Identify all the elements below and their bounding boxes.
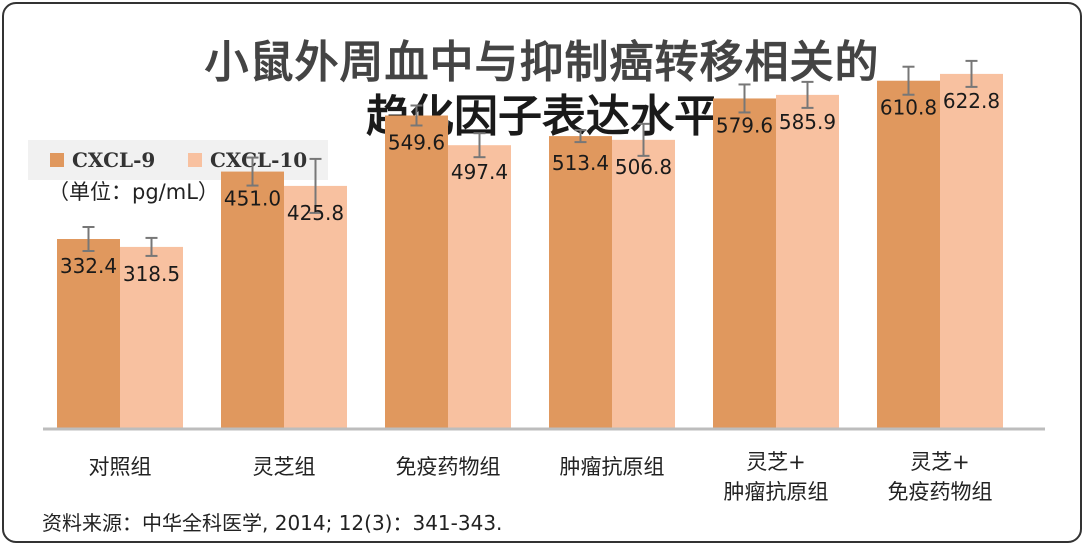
category-label-5-0: 灵芝+ bbox=[910, 450, 970, 474]
bar-1-2 bbox=[448, 145, 511, 428]
bar-1-1 bbox=[284, 185, 347, 428]
chart-title-line1: 小鼠外周血中与抑制癌转移相关的 bbox=[204, 37, 880, 88]
bar-0-5 bbox=[877, 80, 940, 429]
data-label-1-1: 425.8 bbox=[287, 201, 344, 225]
category-label-1-0: 灵芝组 bbox=[253, 455, 316, 479]
data-label-1-5: 622.8 bbox=[943, 89, 1000, 113]
category-label-2-0: 免疫药物组 bbox=[396, 455, 501, 479]
unit-label: （单位：pg/mL） bbox=[48, 180, 219, 204]
data-label-0-0: 332.4 bbox=[60, 254, 117, 278]
category-label-0-0: 对照组 bbox=[89, 455, 152, 479]
data-label-1-4: 585.9 bbox=[779, 110, 836, 134]
bar-0-3 bbox=[549, 136, 612, 428]
legend-item-cxcl9: CXCL-9 bbox=[50, 148, 155, 172]
category-label-4-1: 肿瘤抗原组 bbox=[724, 480, 829, 504]
data-label-0-4: 579.6 bbox=[716, 113, 773, 137]
bar-0-0 bbox=[57, 239, 120, 428]
bar-1-3 bbox=[612, 139, 675, 428]
bar-1-4 bbox=[776, 94, 839, 429]
legend-swatch-cxcl10 bbox=[188, 153, 202, 167]
bar-0-1 bbox=[221, 171, 284, 428]
category-label-3-0: 肿瘤抗原组 bbox=[560, 455, 665, 479]
category-label-4-0: 灵芝+ bbox=[746, 450, 806, 474]
data-label-0-3: 513.4 bbox=[552, 151, 609, 175]
data-label-0-2: 549.6 bbox=[388, 131, 445, 155]
data-label-1-0: 318.5 bbox=[123, 262, 180, 286]
data-label-1-2: 497.4 bbox=[451, 160, 508, 184]
data-label-0-5: 610.8 bbox=[880, 96, 937, 120]
category-label-5-1: 免疫药物组 bbox=[888, 480, 993, 504]
bar-1-5 bbox=[940, 73, 1003, 429]
bar-1-0 bbox=[120, 246, 183, 428]
bar-0-2 bbox=[385, 115, 448, 428]
data-label-1-3: 506.8 bbox=[615, 155, 672, 179]
legend-swatch-cxcl9 bbox=[50, 153, 64, 167]
legend-label-cxcl10: CXCL-10 bbox=[210, 148, 308, 172]
legend-label-cxcl9: CXCL-9 bbox=[72, 148, 156, 172]
data-label-0-1: 451.0 bbox=[224, 187, 281, 211]
legend-item-cxcl10: CXCL-10 bbox=[188, 148, 307, 172]
source-note: 资料来源：中华全科医学, 2014; 12(3)：341-343. bbox=[42, 511, 503, 535]
bar-0-4 bbox=[713, 98, 776, 429]
